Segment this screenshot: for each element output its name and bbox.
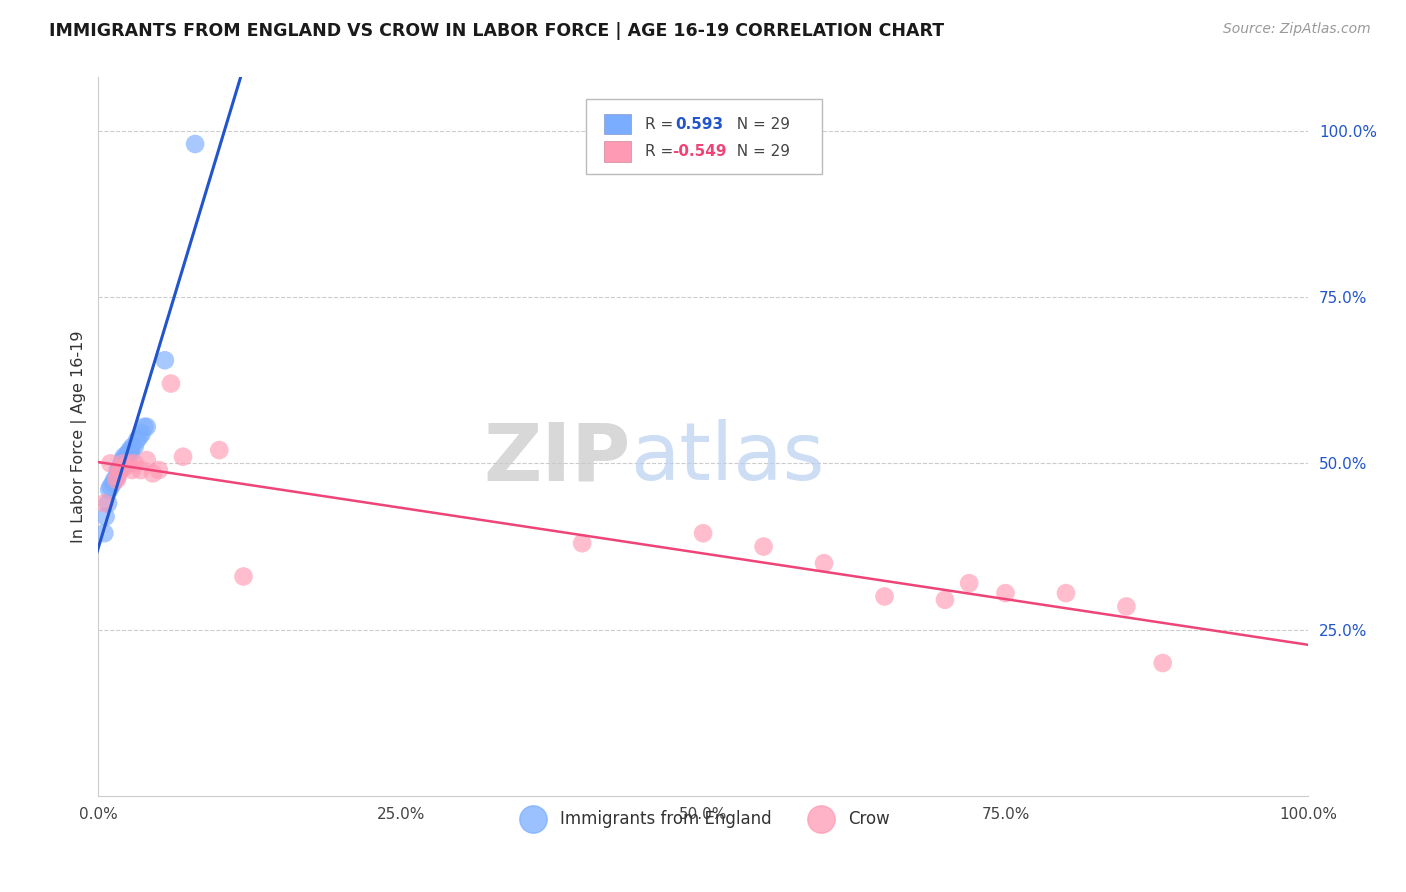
Point xyxy=(117,446,139,460)
Point xyxy=(100,480,122,494)
Point xyxy=(107,469,129,483)
Point xyxy=(124,456,146,470)
Text: R =: R = xyxy=(645,117,678,132)
Point xyxy=(94,509,117,524)
Point xyxy=(1115,599,1137,614)
Legend: Immigrants from England, Crow: Immigrants from England, Crow xyxy=(510,803,897,835)
Point xyxy=(124,440,146,454)
Text: 0.593: 0.593 xyxy=(675,117,724,132)
Point xyxy=(121,440,143,454)
Point xyxy=(135,419,157,434)
Text: atlas: atlas xyxy=(630,419,825,498)
Point xyxy=(98,483,121,497)
Point xyxy=(135,453,157,467)
Point xyxy=(105,473,128,487)
Point xyxy=(118,443,141,458)
Point xyxy=(121,463,143,477)
Point xyxy=(108,463,131,477)
Point xyxy=(125,433,148,447)
Point xyxy=(111,453,134,467)
Point xyxy=(103,473,125,487)
Point xyxy=(117,446,139,460)
Point xyxy=(134,419,156,434)
Point xyxy=(93,496,115,510)
Text: ZIP: ZIP xyxy=(484,419,630,498)
Point xyxy=(957,576,980,591)
FancyBboxPatch shape xyxy=(605,114,630,134)
Point xyxy=(101,476,124,491)
Point xyxy=(160,376,183,391)
Text: IMMIGRANTS FROM ENGLAND VS CROW IN LABOR FORCE | AGE 16-19 CORRELATION CHART: IMMIGRANTS FROM ENGLAND VS CROW IN LABOR… xyxy=(49,22,945,40)
Point xyxy=(873,590,896,604)
Point xyxy=(97,496,120,510)
Point xyxy=(208,443,231,458)
Text: -0.549: -0.549 xyxy=(672,144,725,159)
Point xyxy=(142,467,165,481)
Point xyxy=(114,453,136,467)
Text: N = 29: N = 29 xyxy=(727,117,790,132)
Y-axis label: In Labor Force | Age 16-19: In Labor Force | Age 16-19 xyxy=(72,331,87,543)
Point xyxy=(232,569,254,583)
Point xyxy=(117,456,139,470)
Point xyxy=(108,459,131,474)
Point xyxy=(994,586,1017,600)
Point xyxy=(571,536,593,550)
Point xyxy=(752,540,775,554)
Point xyxy=(692,526,714,541)
Point xyxy=(108,463,131,477)
Point xyxy=(128,430,150,444)
Point xyxy=(131,426,153,441)
Point xyxy=(934,592,956,607)
Point xyxy=(1054,586,1077,600)
Point xyxy=(148,463,170,477)
Text: R =: R = xyxy=(645,144,678,159)
Point xyxy=(120,446,142,460)
Point xyxy=(115,450,138,464)
Text: Source: ZipAtlas.com: Source: ZipAtlas.com xyxy=(1223,22,1371,37)
Point xyxy=(100,456,122,470)
Point xyxy=(172,450,194,464)
Point xyxy=(1152,656,1174,670)
Point xyxy=(93,526,115,541)
Point xyxy=(112,450,135,464)
FancyBboxPatch shape xyxy=(586,99,821,175)
Point xyxy=(110,456,132,470)
Point xyxy=(111,456,134,470)
Point xyxy=(129,463,152,477)
Text: N = 29: N = 29 xyxy=(727,144,790,159)
Point xyxy=(153,353,176,368)
FancyBboxPatch shape xyxy=(605,142,630,161)
Point xyxy=(813,556,835,570)
Point xyxy=(105,469,128,483)
Point xyxy=(107,463,129,477)
Point xyxy=(184,136,207,151)
Point xyxy=(114,459,136,474)
